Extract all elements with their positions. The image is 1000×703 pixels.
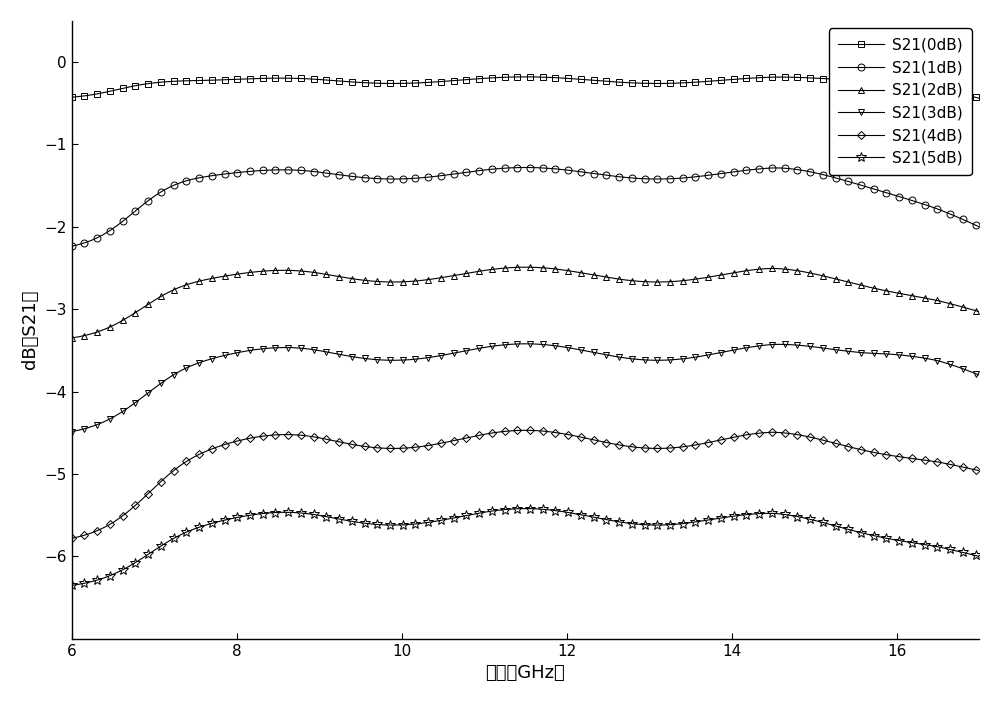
S21(2dB) — [608, 274, 620, 283]
Legend: S21(0dB), S21(1dB), S21(2dB), S21(3dB), S21(4dB), S21(5dB): S21(0dB), S21(1dB), S21(2dB), S21(3dB), … — [829, 29, 972, 175]
S21(5dB) — [502, 505, 514, 513]
S21(3dB) — [497, 341, 509, 349]
S21(5dB) — [520, 504, 532, 512]
Line: S21(5dB): S21(5dB) — [67, 504, 984, 591]
S21(1dB) — [811, 169, 823, 178]
S21(0dB) — [66, 93, 78, 101]
S21(3dB) — [520, 340, 532, 348]
Line: S21(2dB): S21(2dB) — [68, 264, 983, 342]
S21(1dB) — [953, 214, 965, 222]
S21(2dB) — [502, 264, 514, 272]
X-axis label: 频率（GHz）: 频率（GHz） — [486, 664, 565, 682]
S21(4dB) — [811, 434, 823, 443]
S21(3dB) — [811, 343, 823, 352]
S21(2dB) — [559, 266, 571, 274]
S21(2dB) — [811, 271, 823, 279]
S21(3dB) — [502, 340, 514, 349]
S21(3dB) — [559, 343, 571, 352]
S21(0dB) — [953, 89, 965, 98]
S21(5dB) — [953, 548, 965, 556]
S21(0dB) — [608, 77, 620, 86]
S21(5dB) — [811, 517, 823, 525]
S21(5dB) — [497, 505, 509, 514]
S21(5dB) — [66, 581, 78, 590]
S21(1dB) — [502, 164, 514, 172]
S21(1dB) — [973, 223, 985, 231]
S21(5dB) — [559, 508, 571, 516]
S21(2dB) — [953, 302, 965, 310]
Line: S21(4dB): S21(4dB) — [69, 427, 982, 541]
S21(4dB) — [953, 462, 965, 470]
S21(4dB) — [608, 439, 620, 448]
S21(2dB) — [497, 264, 509, 273]
Line: S21(0dB): S21(0dB) — [68, 73, 983, 102]
S21(2dB) — [973, 307, 985, 316]
S21(3dB) — [66, 427, 78, 436]
S21(0dB) — [811, 74, 823, 82]
S21(3dB) — [953, 363, 965, 372]
S21(1dB) — [608, 172, 620, 181]
S21(4dB) — [502, 427, 514, 435]
Line: S21(3dB): S21(3dB) — [68, 340, 983, 435]
S21(0dB) — [559, 74, 571, 82]
S21(4dB) — [520, 426, 532, 434]
S21(4dB) — [559, 430, 571, 438]
S21(3dB) — [973, 371, 985, 380]
S21(5dB) — [973, 552, 985, 560]
S21(4dB) — [497, 427, 509, 436]
S21(0dB) — [520, 72, 532, 81]
S21(3dB) — [608, 352, 620, 361]
Y-axis label: dB（S21）: dB（S21） — [21, 290, 39, 370]
S21(2dB) — [520, 263, 532, 271]
S21(0dB) — [502, 73, 514, 82]
S21(1dB) — [66, 242, 78, 250]
S21(0dB) — [497, 73, 509, 82]
S21(0dB) — [973, 94, 985, 103]
S21(1dB) — [559, 166, 571, 174]
S21(2dB) — [66, 334, 78, 342]
Line: S21(1dB): S21(1dB) — [68, 164, 983, 250]
S21(4dB) — [973, 467, 985, 475]
S21(4dB) — [66, 534, 78, 543]
S21(1dB) — [520, 163, 532, 172]
S21(1dB) — [497, 164, 509, 172]
S21(5dB) — [608, 517, 620, 525]
